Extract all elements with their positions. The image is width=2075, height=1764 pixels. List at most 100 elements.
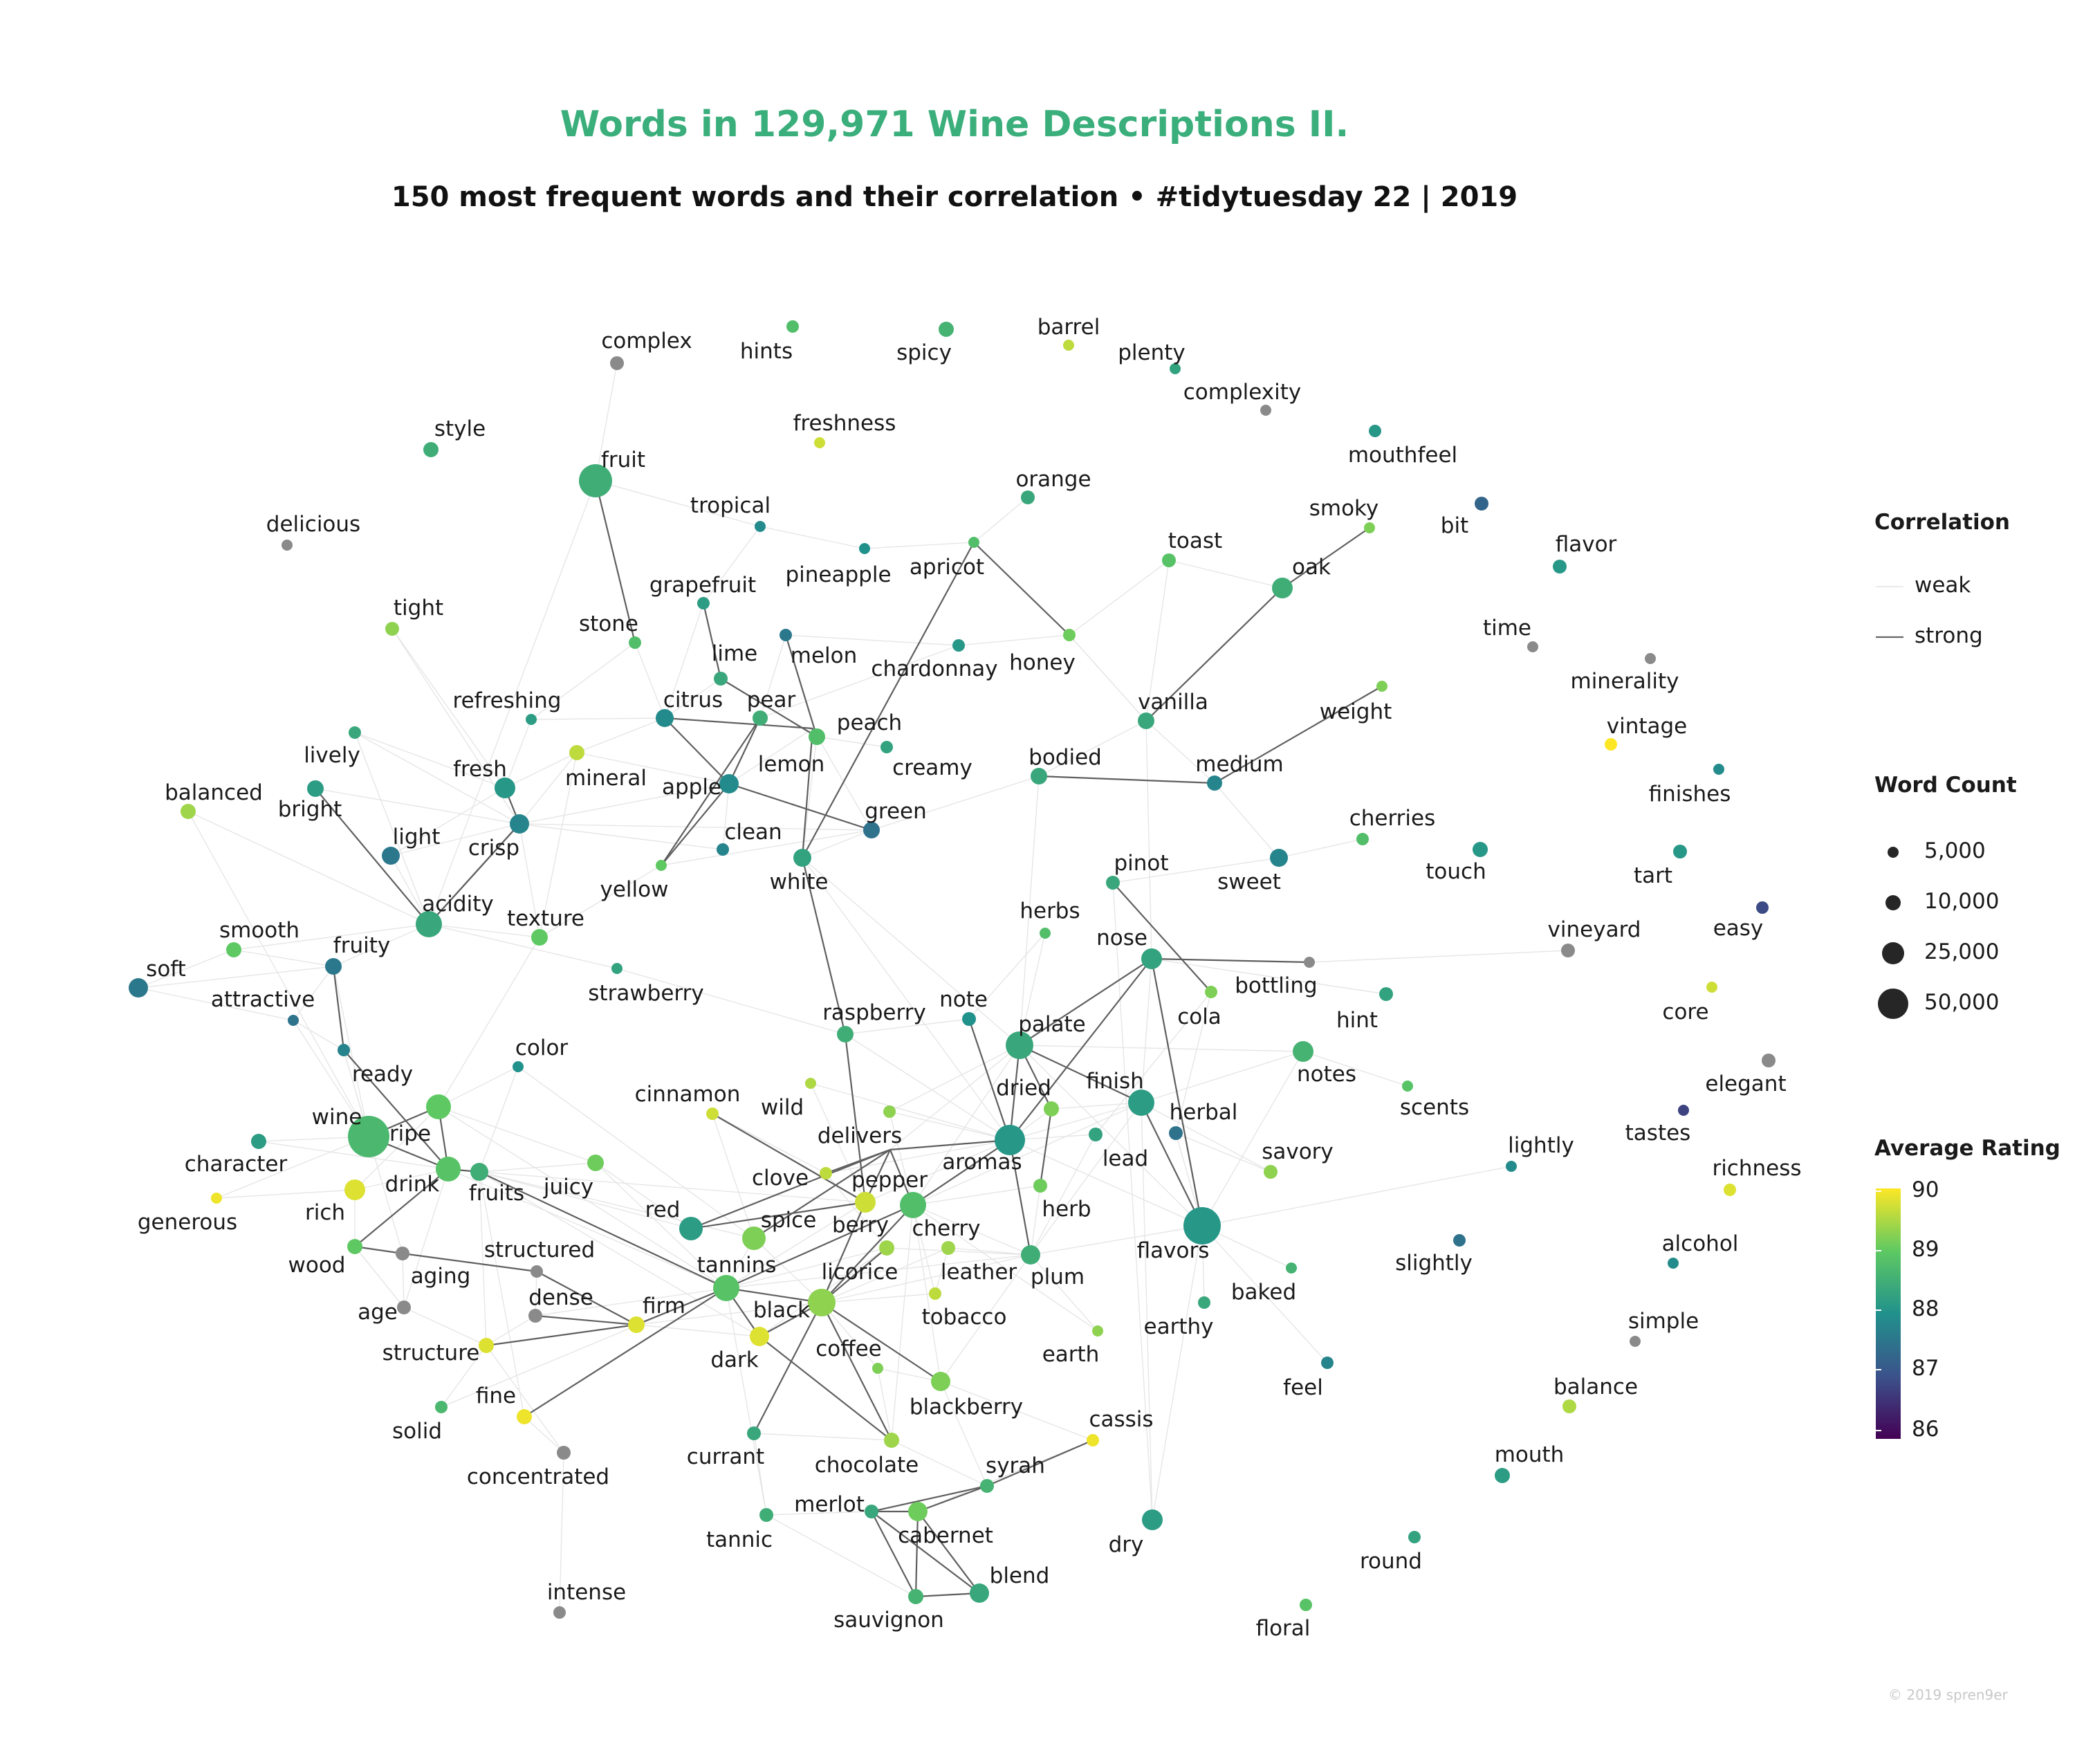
node-generous <box>211 1193 222 1204</box>
node-bright <box>307 780 324 797</box>
weak-edge-crisp-apple <box>519 783 730 825</box>
node-stone <box>629 636 641 649</box>
label-simple: simple <box>1628 1309 1699 1334</box>
label-refreshing: refreshing <box>453 688 562 713</box>
label-fruit: fruit <box>601 448 645 472</box>
weak-edge-smooth-fruity <box>233 949 334 967</box>
strong-edge-bodied-medium <box>1038 775 1215 784</box>
weak-edge-hint-nose <box>1151 958 1387 995</box>
node-mineral <box>569 745 584 760</box>
node-cherries <box>1356 833 1369 845</box>
strong-edge-apricot-white <box>802 542 975 858</box>
weak-edge-berry-aromas <box>865 1139 1011 1203</box>
strong-edge-white-raspberry <box>801 857 847 1035</box>
strong-edge-apple-green <box>728 782 872 832</box>
label-herbs: herbs <box>1020 899 1080 924</box>
weak-edge-color-ripe <box>438 1066 519 1108</box>
node-richness <box>1724 1184 1736 1196</box>
label-bottling: bottling <box>1235 973 1318 998</box>
node-lime <box>714 672 728 686</box>
node-drink <box>436 1157 461 1182</box>
chart-subtitle: 150 most frequent words and their correl… <box>391 181 1518 213</box>
node-clean <box>717 843 729 856</box>
strong-edge-citrus-apple <box>664 717 730 784</box>
weak-edge-dry-flavors <box>1152 1225 1203 1520</box>
weak-edge-oak-toast <box>1168 560 1283 589</box>
weak-edge-toast-honey <box>1069 560 1170 636</box>
label-mouthfeel: mouthfeel <box>1348 443 1457 468</box>
strong-edge-aromas-plum <box>1008 1139 1032 1256</box>
node-complexity <box>1260 405 1271 416</box>
label-cola: cola <box>1177 1004 1221 1029</box>
node-honey <box>1063 629 1076 641</box>
weak-edge-savory-herbal <box>1175 1132 1271 1173</box>
weak-edge-wild-berry <box>810 1083 866 1203</box>
label-melon: melon <box>791 643 858 668</box>
label-coffee: coffee <box>815 1336 882 1361</box>
label-spice: spice <box>761 1208 817 1233</box>
weak-edge-vineyard-bottling <box>1309 950 1569 963</box>
weak-edge-generous-rich <box>216 1189 356 1199</box>
label-smoky: smoky <box>1309 496 1379 521</box>
label-finish: finish <box>1086 1069 1144 1094</box>
weak-edge-earth-cherry <box>912 1204 1098 1332</box>
node-blackberry <box>931 1372 950 1391</box>
label-apple: apple <box>662 775 721 800</box>
label-balance: balance <box>1553 1375 1638 1399</box>
label-ready: ready <box>352 1062 413 1087</box>
node-toast <box>1162 553 1176 567</box>
strong-edge-lime-peach <box>720 678 818 737</box>
node-flavor <box>1553 560 1567 573</box>
label-alcohol: alcohol <box>1662 1231 1739 1256</box>
label-lead: lead <box>1103 1146 1148 1171</box>
strong-edge-tannins-black <box>726 1287 822 1304</box>
rating-tick-label: 87 <box>1912 1356 1939 1381</box>
strong-edge-lemon-white <box>801 728 814 858</box>
strong-edge-berry-black <box>820 1202 867 1303</box>
node-tight <box>385 622 399 636</box>
label-oak: oak <box>1292 555 1331 580</box>
weak-edge-apple-lemon <box>728 728 813 784</box>
label-sauvignon: sauvignon <box>833 1608 944 1633</box>
weak-edge-solid-structure <box>441 1345 487 1408</box>
node-apricot <box>968 537 979 548</box>
weak-edge-lively-crisp <box>354 732 520 825</box>
node-fine <box>517 1409 532 1424</box>
strong-edge-sauvignon-blend <box>915 1592 980 1598</box>
strong-edge-palate-finish <box>1019 1045 1142 1103</box>
weak-edge-lively-acidity <box>354 732 430 925</box>
node-delivers <box>883 1105 896 1118</box>
weak-edge-soft-smooth <box>138 949 234 989</box>
weak-edge-cola-lead <box>1095 991 1212 1135</box>
node-herbs <box>1040 928 1051 939</box>
weak-edge-savory-finish <box>1141 1102 1271 1173</box>
node-merlot <box>865 1505 878 1518</box>
label-white: white <box>770 870 829 894</box>
strong-edge-black-licorice <box>821 1247 887 1303</box>
weak-edge-grapefruit-citrus <box>664 603 704 719</box>
weak-edge-chocolate-syrah <box>891 1440 988 1487</box>
node-ripe <box>426 1094 451 1119</box>
node-vintage <box>1605 738 1617 751</box>
weak-edge-chardonnay-pear <box>759 645 959 719</box>
node-easy <box>1756 901 1769 914</box>
node-tannic <box>759 1508 773 1522</box>
weak-edge-acidity-balanced <box>187 811 430 925</box>
node-blend <box>970 1583 989 1603</box>
label-medium: medium <box>1195 752 1283 777</box>
node-earth <box>1092 1325 1103 1336</box>
label-texture: texture <box>507 906 584 931</box>
node-crisp <box>510 814 529 834</box>
label-palate: palate <box>1018 1012 1086 1037</box>
label-chocolate: chocolate <box>815 1453 919 1478</box>
strong-edge-spice-pepper <box>753 1149 891 1239</box>
label-berry: berry <box>832 1213 889 1238</box>
node-red <box>679 1217 703 1240</box>
strong-edge-pinot-cola <box>1112 882 1212 993</box>
label-green: green <box>865 799 927 824</box>
weak-edge-fruits-berry <box>479 1171 866 1203</box>
label-fruits: fruits <box>469 1181 524 1206</box>
node-soft <box>129 978 148 998</box>
weak-edge-delivers-aromas <box>889 1111 1011 1141</box>
weak-edge-strawberry-acidity <box>428 924 618 969</box>
